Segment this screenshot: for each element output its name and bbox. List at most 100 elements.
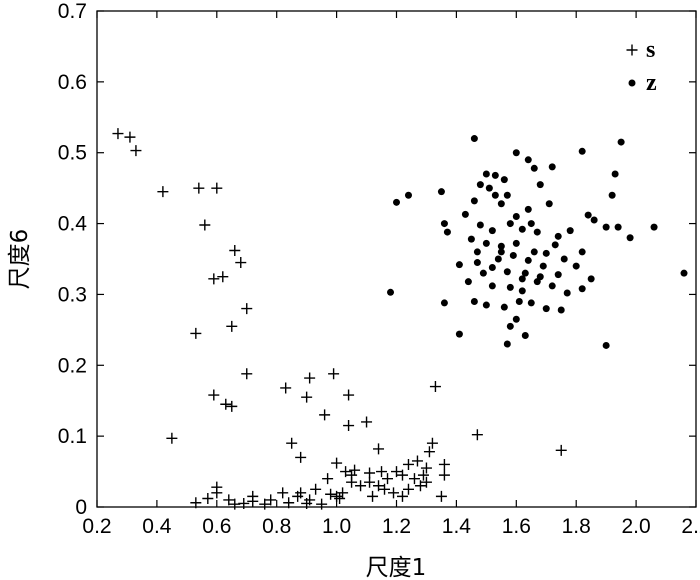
data-point-s — [402, 483, 414, 495]
x-tick-label: 0.6 — [202, 515, 231, 538]
data-point-s — [277, 487, 289, 499]
data-point-s — [265, 494, 277, 506]
data-point-s — [340, 466, 352, 478]
data-point-z — [530, 248, 538, 256]
data-point-s — [364, 476, 376, 488]
data-point-s — [388, 487, 400, 499]
data-point-z — [548, 282, 556, 290]
data-point-z — [482, 301, 490, 309]
data-point-z — [527, 299, 535, 307]
data-point-z — [479, 269, 487, 277]
data-point-z — [404, 191, 412, 199]
data-point-s — [124, 131, 136, 143]
data-point-z — [527, 220, 535, 228]
data-point-s — [286, 437, 298, 449]
data-point-s — [414, 480, 426, 492]
data-point-s — [376, 466, 388, 478]
data-point-s — [343, 420, 355, 432]
data-point-s — [420, 462, 432, 474]
data-point-s — [379, 483, 391, 495]
legend-marker-s — [626, 44, 638, 56]
data-point-z — [578, 147, 586, 155]
data-point-z — [455, 261, 463, 269]
data-point-s — [226, 400, 238, 412]
data-point-z — [461, 210, 469, 218]
x-tick-label: 2.2 — [681, 515, 700, 538]
data-point-s — [396, 490, 408, 502]
data-point-z — [563, 289, 571, 297]
data-point-s — [420, 476, 432, 488]
data-point-z — [551, 241, 559, 249]
data-point-s — [435, 490, 447, 502]
data-point-z — [440, 220, 448, 228]
data-point-s — [241, 303, 253, 315]
data-point-z — [470, 197, 478, 205]
x-tick-label: 0.2 — [82, 515, 111, 538]
data-point-z — [608, 191, 616, 199]
data-point-s — [229, 244, 241, 256]
data-point-s — [337, 487, 349, 499]
data-point-s — [429, 381, 441, 393]
data-point-s — [190, 497, 202, 509]
data-point-s — [316, 498, 328, 510]
data-point-z — [482, 239, 490, 247]
data-point-z — [506, 283, 514, 291]
data-point-z — [500, 176, 508, 184]
data-point-s — [208, 273, 220, 285]
data-point-z — [503, 340, 511, 348]
data-point-z — [650, 223, 658, 231]
y-tick-label: 0 — [75, 496, 87, 519]
data-point-z — [590, 216, 598, 224]
data-point-z — [530, 164, 538, 172]
data-point-s — [292, 490, 304, 502]
data-point-z — [542, 305, 550, 313]
data-point-s — [238, 497, 250, 509]
data-point-z — [524, 156, 532, 164]
data-point-s — [301, 391, 313, 403]
data-point-z — [614, 223, 622, 231]
data-point-s — [190, 327, 202, 339]
data-point-z — [512, 212, 520, 220]
data-point-s — [304, 372, 316, 384]
data-point-s — [259, 498, 271, 510]
x-tick-label: 0.4 — [142, 515, 172, 538]
data-point-s — [555, 444, 567, 456]
data-point-s — [229, 498, 241, 510]
data-point-s — [361, 416, 373, 428]
data-point-z — [578, 285, 586, 293]
data-point-z — [488, 264, 496, 272]
data-point-s — [112, 128, 124, 140]
data-point-z — [542, 249, 550, 257]
data-point-z — [521, 332, 529, 340]
data-point-z — [497, 242, 505, 250]
data-point-z — [497, 248, 505, 256]
data-point-z — [509, 251, 517, 259]
y-tick-label: 0.7 — [58, 0, 87, 23]
data-point-z — [566, 227, 574, 235]
y-tick-label: 0.1 — [58, 425, 87, 448]
data-point-s — [382, 473, 394, 485]
data-point-s — [223, 494, 235, 506]
data-point-z — [554, 232, 562, 240]
x-axis: 0.2 0.4 0.6 0.8 1.0 1.2 1.4 1.6 1.8 2.0 2.2 — [82, 11, 700, 538]
data-point-s — [310, 483, 322, 495]
data-point-s — [391, 466, 402, 478]
data-point-z — [494, 255, 502, 263]
data-point-s — [396, 469, 408, 481]
x-tick-label: 1.2 — [382, 515, 411, 538]
data-point-z — [680, 269, 688, 277]
data-point-z — [536, 181, 544, 189]
data-point-z — [497, 200, 505, 208]
data-point-s — [331, 457, 343, 469]
data-point-s — [217, 271, 229, 283]
data-point-s — [411, 455, 423, 467]
data-point-s — [283, 497, 295, 509]
data-point-s — [226, 320, 238, 332]
y-axis: 0 0.1 0.2 0.3 0.4 0.5 0.6 0.7 — [58, 0, 696, 519]
data-point-z — [437, 188, 445, 196]
data-point-z — [464, 278, 472, 286]
x-tick-label: 1.6 — [502, 515, 531, 538]
data-point-z — [578, 248, 586, 256]
